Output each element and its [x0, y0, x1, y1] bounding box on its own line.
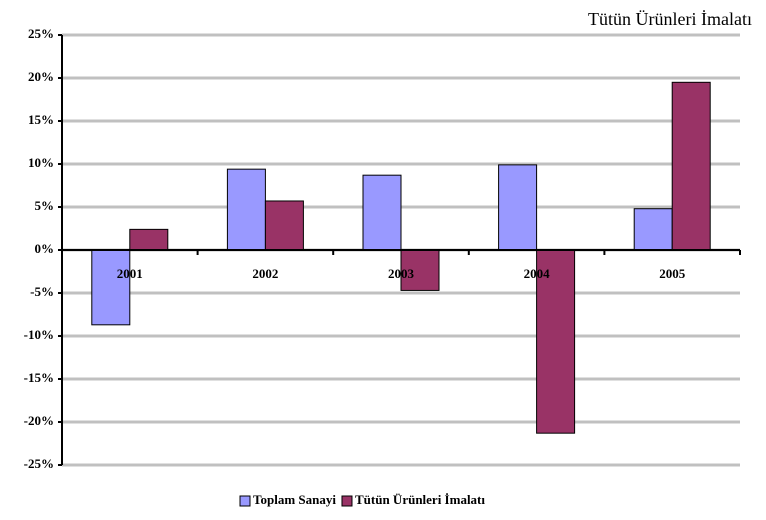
y-tick-label: 0% — [35, 241, 55, 256]
bar — [633, 208, 673, 251]
y-tick-label: -25% — [24, 456, 54, 471]
y-tick-label: 15% — [28, 112, 54, 127]
legend-label: Toplam Sanayi — [253, 492, 336, 507]
x-tick-label: 2001 — [117, 266, 143, 281]
bar — [362, 174, 402, 251]
y-tick-label: -15% — [24, 370, 54, 385]
y-tick-label: 25% — [28, 26, 54, 41]
y-tick-label: -5% — [30, 284, 54, 299]
legend-swatch — [341, 495, 353, 507]
legend-label: Tütün Ürünleri İmalatı — [355, 492, 485, 507]
y-tick-label: -10% — [24, 327, 54, 342]
bar — [400, 249, 440, 291]
chart-title: Tütün Ürünleri İmalatı — [588, 9, 752, 29]
y-tick-label: 5% — [35, 198, 55, 213]
x-tick-label: 2002 — [252, 266, 278, 281]
bar — [264, 200, 304, 251]
x-tick-label: 2004 — [524, 266, 551, 281]
x-tick-label: 2003 — [388, 266, 415, 281]
y-tick-label: 20% — [28, 69, 54, 84]
bar — [91, 249, 131, 326]
legend-swatch — [239, 495, 251, 507]
y-tick-label: 10% — [28, 155, 54, 170]
bar — [536, 249, 576, 434]
bar — [498, 164, 538, 251]
bar — [671, 81, 711, 251]
bar — [226, 168, 266, 251]
bar — [129, 228, 169, 251]
y-tick-label: -20% — [24, 413, 54, 428]
x-tick-label: 2005 — [659, 266, 686, 281]
